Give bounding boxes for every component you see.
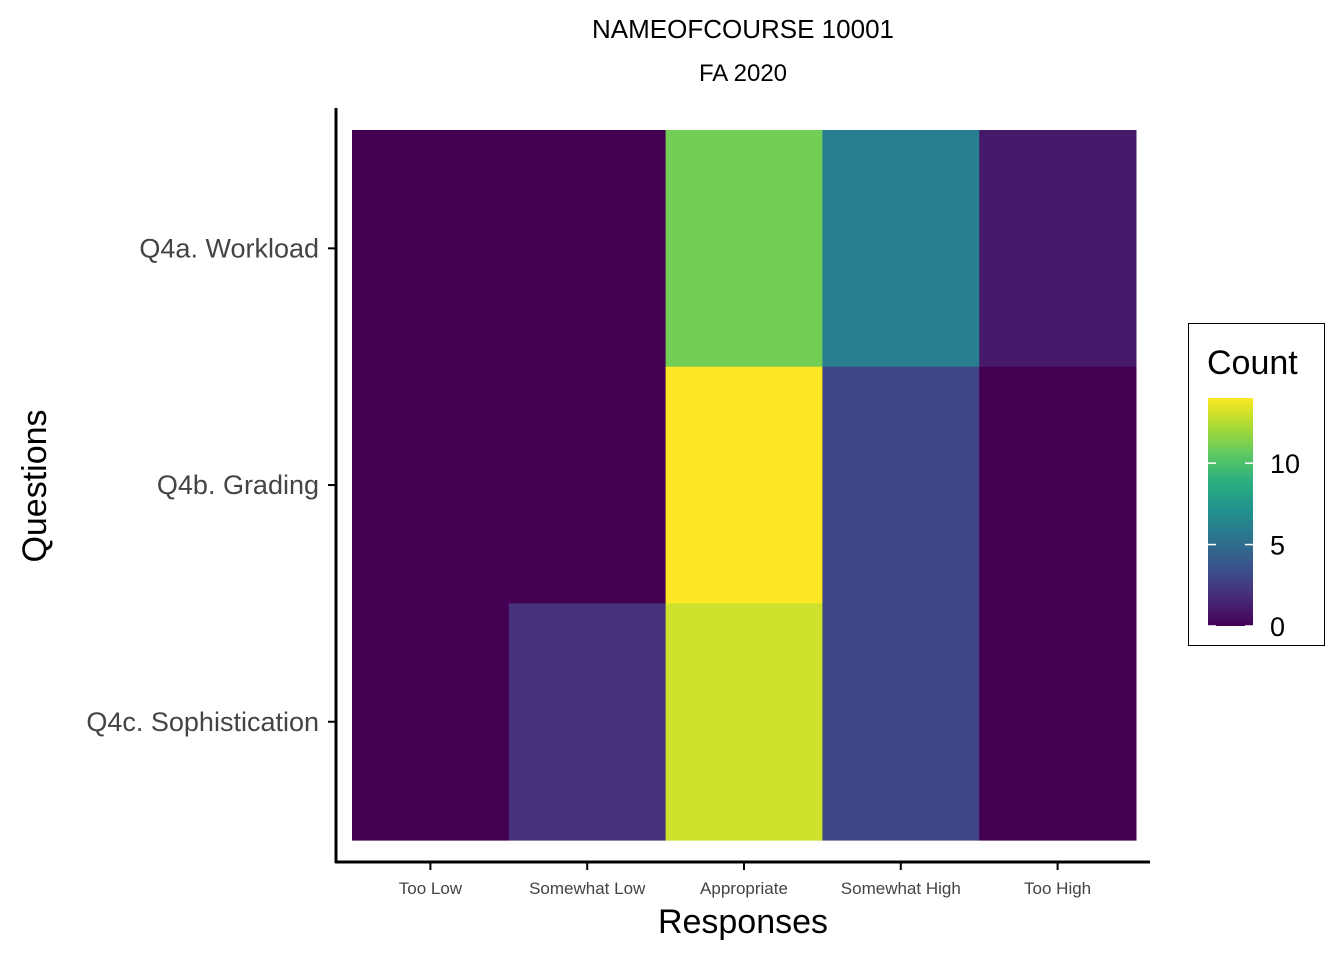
heatmap-cell [979,130,1137,368]
chart-title: NAMEOFCOURSE 10001 [592,14,894,44]
legend-tick-label: 0 [1270,612,1285,642]
heatmap-cell [352,603,510,841]
heatmap-cell [822,130,980,368]
heatmap-cell [352,366,510,604]
heatmap-cell [979,603,1137,841]
heatmap-cell [508,603,667,841]
legend-tick-label: 10 [1270,449,1300,479]
heatmap-cell [665,366,823,604]
legend-tick-label: 5 [1270,531,1285,561]
y-tick-label: Q4b. Grading [157,470,319,500]
x-tick-label: Somewhat High [841,879,961,898]
heatmap-cell [979,366,1137,604]
legend-title: Count [1207,344,1298,382]
heatmap-cell [665,130,823,368]
heatmap-cell [508,130,667,368]
legend-colorbar [1208,398,1253,626]
x-tick-label: Appropriate [700,879,788,898]
x-tick-label: Too Low [399,879,463,898]
heatmap-cell [352,130,510,368]
chart-subtitle: FA 2020 [698,60,788,87]
heatmap-cell [822,366,980,604]
heatmap-cell [822,603,980,841]
x-tick-label: Too High [1024,879,1091,898]
heatmap-cell [508,366,667,604]
x-axis-label: Responses [658,903,828,941]
y-axis-label: Questions [16,409,54,562]
heatmap-cell [665,603,823,841]
x-tick-label: Somewhat Low [529,879,646,898]
y-tick-label: Q4c. Sophistication [86,707,319,737]
y-tick-label: Q4a. Workload [139,233,319,263]
